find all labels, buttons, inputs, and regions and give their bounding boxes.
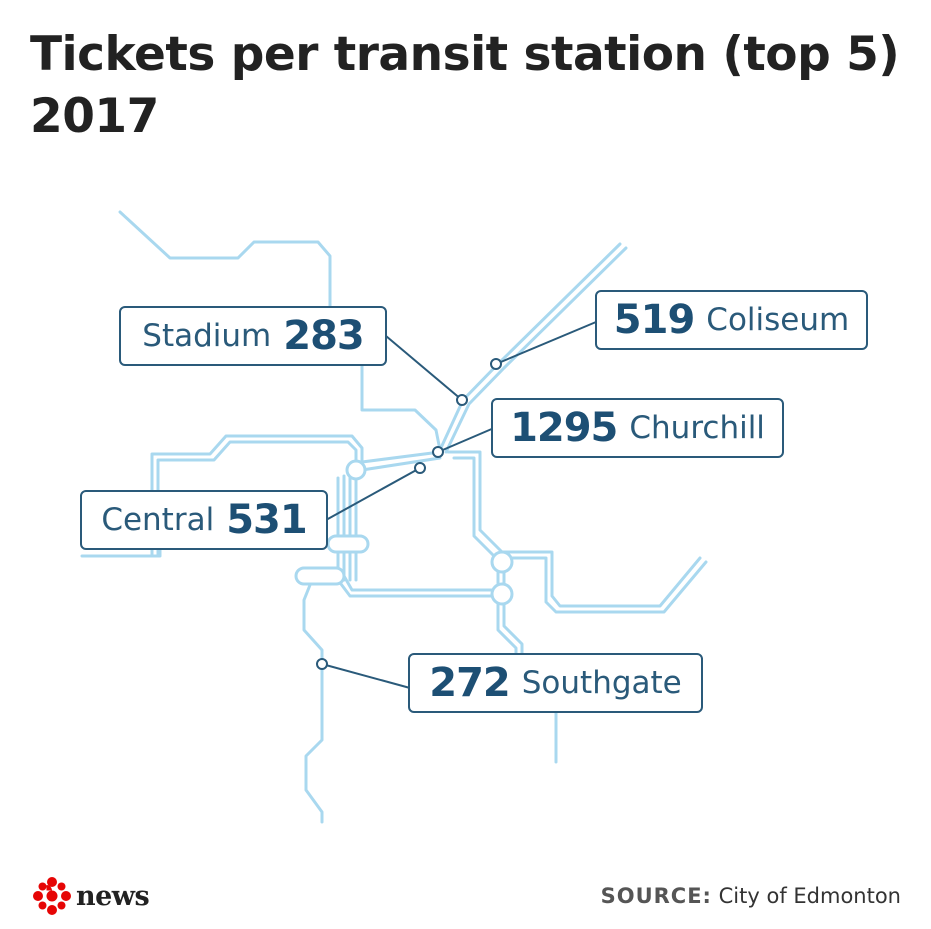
source-text: City of Edmonton <box>718 884 901 908</box>
route-west-b <box>156 440 358 558</box>
route-east-a <box>446 450 702 608</box>
callout-lines <box>321 321 597 689</box>
station-label-central: Central 531 <box>80 490 328 550</box>
station-tickets-coliseum: 519 <box>613 297 695 343</box>
interchange-stations <box>294 459 514 606</box>
title-line-1: Tickets per transit station (top 5) <box>30 27 900 82</box>
station-name-central: Central <box>101 502 215 538</box>
station-name-churchill: Churchill <box>629 410 765 446</box>
station-label-churchill: 1295 Churchill <box>491 398 784 458</box>
source-label: SOURCE: <box>600 884 712 908</box>
station-name-southgate: Southgate <box>521 665 682 701</box>
route-northeast-b <box>444 246 628 454</box>
cbc-gem-icon <box>33 877 71 915</box>
interchange-east-b <box>490 582 514 606</box>
station-name-stadium: Stadium <box>142 318 272 354</box>
station-tickets-stadium: 283 <box>283 313 364 359</box>
station-markers <box>316 358 502 670</box>
station-label-coliseum: 519 Coliseum <box>595 290 868 350</box>
station-tickets-central: 531 <box>226 497 307 543</box>
station-marker-coliseum <box>490 358 502 370</box>
route-northwest <box>118 210 332 314</box>
station-label-stadium: Stadium 283 <box>119 306 387 366</box>
station-tickets-churchill: 1295 <box>510 405 618 451</box>
interchange-north <box>345 459 367 481</box>
station-label-southgate: 272 Southgate <box>408 653 703 713</box>
interchange-east-a <box>490 550 514 574</box>
page-title: Tickets per transit station (top 5) 2017 <box>30 24 910 148</box>
interchange-southwest <box>294 566 346 586</box>
callout-line-churchill <box>437 427 495 453</box>
title-line-2: 2017 <box>30 89 159 144</box>
route-south-b <box>342 574 500 592</box>
interchange-central <box>326 534 370 554</box>
route-northeast-a <box>438 242 622 452</box>
route-south <box>302 578 324 824</box>
route-south-a <box>336 578 500 598</box>
callout-line-stadium <box>385 335 463 401</box>
source-credit: SOURCE: City of Edmonton <box>601 884 901 908</box>
station-marker-churchill <box>432 446 444 458</box>
callout-line-coliseum <box>495 321 597 365</box>
station-tickets-southgate: 272 <box>429 660 510 706</box>
route-link-b <box>360 456 442 472</box>
brand-logo: news <box>32 876 150 916</box>
route-east-b <box>452 456 708 614</box>
route-west-a <box>150 434 364 558</box>
brand-name: news <box>76 880 150 912</box>
route-stadium <box>360 360 442 452</box>
callout-line-southgate <box>321 663 411 689</box>
route-lines <box>80 210 708 824</box>
station-marker-central <box>414 462 426 474</box>
station-marker-stadium <box>456 394 468 406</box>
station-name-coliseum: Coliseum <box>706 302 850 338</box>
route-link-a <box>360 450 442 464</box>
callout-line-central <box>325 467 421 521</box>
station-marker-southgate <box>316 658 328 670</box>
